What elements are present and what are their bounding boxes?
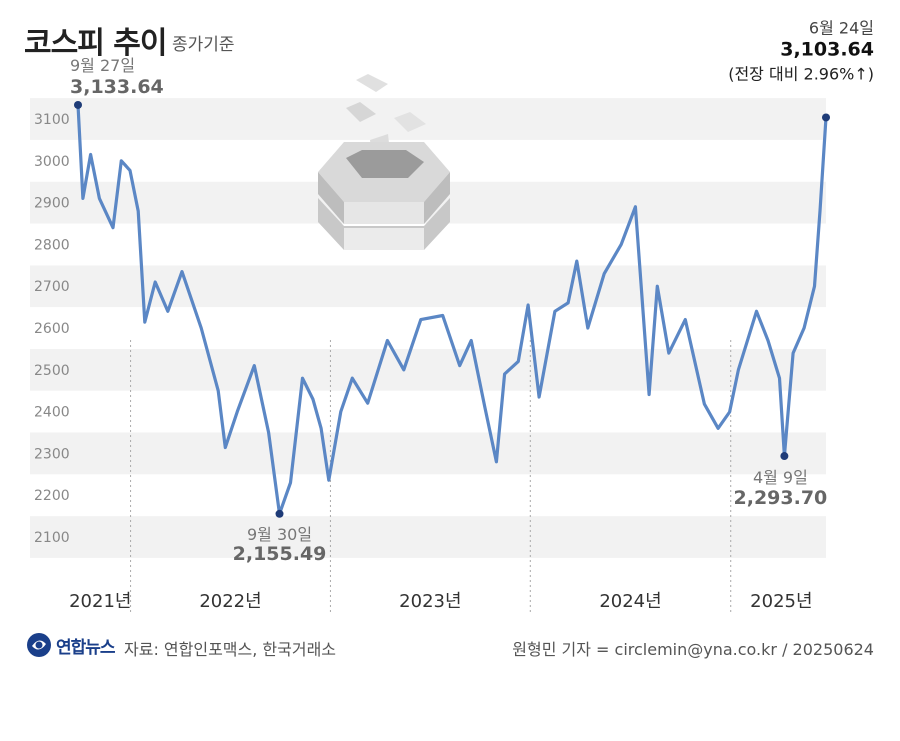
annotation-date: 4월 9일 xyxy=(753,468,808,487)
annotation-value: 2,293.70 xyxy=(734,487,828,509)
yonhap-logo-icon xyxy=(27,633,51,657)
y-tick-label: 2500 xyxy=(34,363,70,379)
page-title: 코스피 추이 xyxy=(24,26,167,61)
stone-furnace-illustration xyxy=(318,74,450,250)
grid-band xyxy=(30,474,826,517)
annotation-point xyxy=(275,509,284,518)
grid-band xyxy=(30,307,826,349)
annotation-value: 3,103.64 xyxy=(780,38,874,60)
yonhap-logo: 연합뉴스 xyxy=(26,632,116,658)
grid-band xyxy=(30,390,826,433)
annotation-value: 3,133.64 xyxy=(70,76,164,98)
yonhap-logo-text: 연합뉴스 xyxy=(56,637,116,658)
x-year-label: 2025년 xyxy=(750,591,812,612)
source-text: 자료: 연합인포맥스, 한국거래소 xyxy=(124,640,337,659)
y-tick-label: 2400 xyxy=(34,405,70,421)
series-line xyxy=(76,103,828,516)
grid-band xyxy=(30,432,826,475)
x-year-label: 2022년 xyxy=(199,591,261,612)
annotation-date: 9월 27일 xyxy=(70,56,135,75)
annotation-point xyxy=(822,113,830,122)
annotation-point xyxy=(74,100,82,109)
annotation-date: 6월 24일 xyxy=(809,18,874,37)
x-year-label: 2023년 xyxy=(399,591,461,612)
y-tick-label: 3100 xyxy=(34,112,70,128)
y-tick-label: 2100 xyxy=(34,530,70,546)
grid-band xyxy=(30,348,826,391)
page-subtitle: 종가기준 xyxy=(172,35,235,55)
grid-band xyxy=(30,516,826,558)
y-tick-label: 2900 xyxy=(34,196,70,212)
annotation-note: (전장 대비 2.96%↑) xyxy=(728,64,874,83)
x-year-label: 2021년 xyxy=(69,591,131,612)
y-tick-label: 3000 xyxy=(34,154,70,170)
y-tick-label: 2800 xyxy=(34,237,70,253)
annotation-point xyxy=(780,452,789,461)
credit-text: 원형민 기자 = circlemin@yna.co.kr / 20250624 xyxy=(512,640,874,659)
annotation-date: 9월 30일 xyxy=(247,525,312,544)
y-tick-label: 2200 xyxy=(34,488,70,504)
y-tick-label: 2600 xyxy=(34,321,70,337)
y-tick-label: 2300 xyxy=(34,446,70,462)
y-tick-label: 2700 xyxy=(34,279,70,295)
annotation-value: 2,155.49 xyxy=(233,543,327,565)
x-year-label: 2024년 xyxy=(599,591,661,612)
grid-band xyxy=(30,98,826,140)
